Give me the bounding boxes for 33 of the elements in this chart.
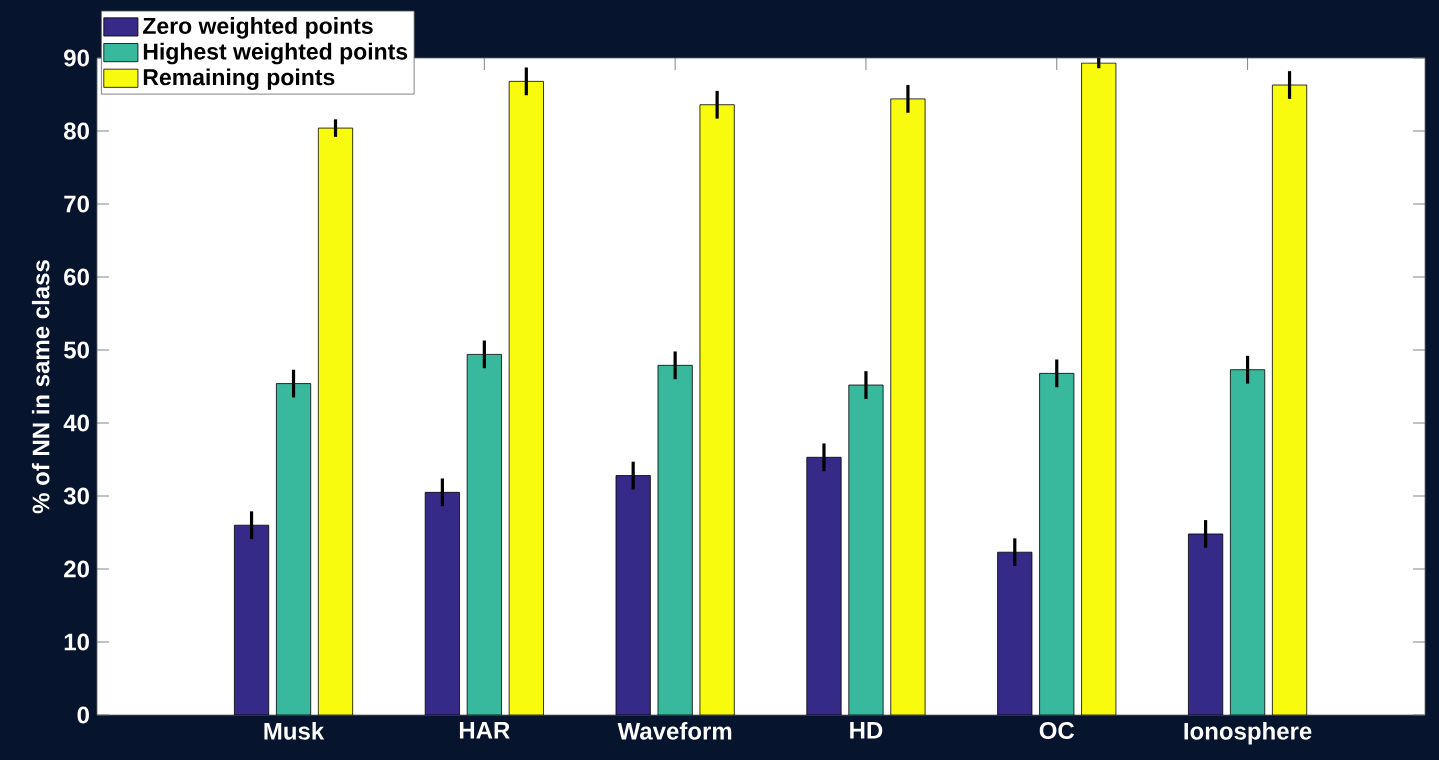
bar	[806, 456, 842, 715]
y-tick-label: 60	[64, 268, 89, 286]
bar	[699, 104, 735, 715]
y-tick-label: 40	[63, 414, 89, 432]
bar	[1039, 372, 1075, 715]
y-tick-label: 50	[63, 341, 89, 359]
y-tick-label: 10	[64, 633, 89, 651]
bar	[997, 551, 1033, 715]
bar	[424, 491, 460, 715]
legend-label: Remaining points	[143, 68, 335, 90]
bar	[233, 524, 270, 715]
bar	[657, 364, 693, 715]
bar	[466, 353, 502, 715]
x-tick-label: Musk	[264, 722, 325, 740]
y-tick-label: 80	[63, 122, 89, 140]
bar	[508, 80, 544, 715]
y-axis-title: % of NN in same class	[31, 260, 50, 514]
legend-label: Highest weighted points	[143, 42, 408, 65]
x-tick-label: HAR	[459, 722, 510, 739]
x-tick-label: Waveform	[617, 722, 732, 740]
x-tick-label: Ionosphere	[1184, 722, 1312, 745]
x-tick-label: HD	[850, 722, 883, 739]
y-tick-label: 70	[64, 195, 89, 213]
bar	[1271, 84, 1308, 715]
x-tick-label: OC	[1039, 722, 1075, 740]
bar	[317, 127, 354, 715]
y-tick-label: 30	[63, 487, 89, 505]
y-tick-label: 20	[64, 560, 89, 578]
bar	[890, 98, 926, 715]
bar	[1081, 62, 1117, 715]
y-tick-label: 90	[64, 49, 89, 67]
legend-label: Zero weighted points	[143, 17, 373, 39]
y-tick-label: 0	[77, 706, 89, 724]
